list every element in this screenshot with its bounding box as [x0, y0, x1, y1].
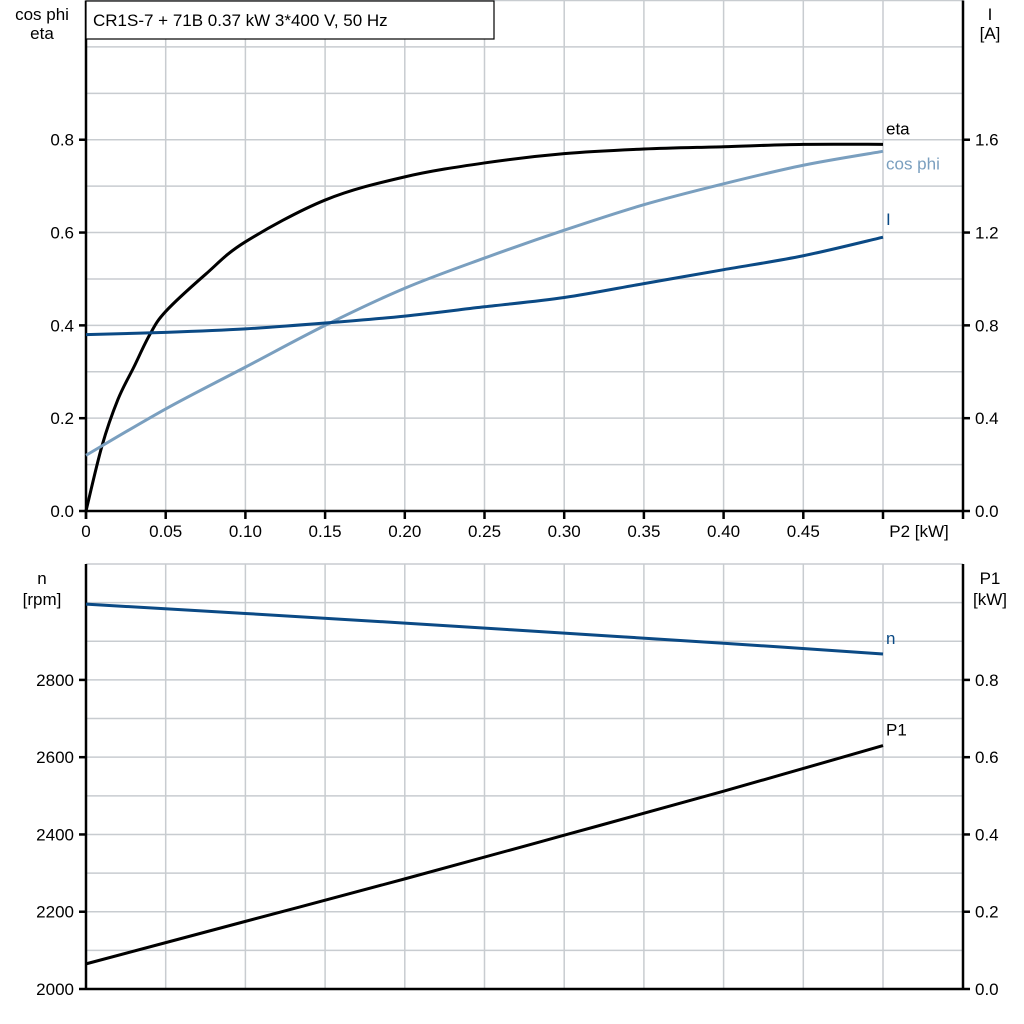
x-tick-label: 0.05	[149, 522, 182, 541]
right-axis-title: I	[988, 5, 993, 24]
right-axis-title: [kW]	[973, 590, 1007, 609]
y-tick-label-left: 0.6	[50, 224, 74, 243]
y-tick-label-right: 1.2	[975, 224, 999, 243]
y-tick-label-right: 1.6	[975, 131, 999, 150]
x-tick-label: 0.15	[309, 522, 342, 541]
left-axis-title: eta	[30, 24, 54, 43]
y-tick-label-right: 0.8	[975, 316, 999, 335]
y-tick-label-left: 2800	[36, 671, 74, 690]
series-line-i	[85, 235, 884, 337]
series-label-eta: eta	[886, 119, 910, 138]
series-label-n: n	[886, 629, 895, 648]
y-tick-label-left: 0.8	[50, 131, 74, 150]
right-axis-title: P1	[980, 569, 1001, 588]
x-axis-title: P2 [kW]	[889, 522, 949, 541]
x-tick-label: 0.10	[229, 522, 262, 541]
left-axis-title: n	[37, 569, 46, 588]
x-tick-label: 0	[81, 522, 90, 541]
y-tick-label-right: 0.6	[975, 748, 999, 767]
series-line-p1	[85, 744, 884, 966]
series-label-p1: P1	[886, 721, 907, 740]
y-tick-label-right: 0.0	[975, 502, 999, 521]
title-box	[85, 0, 495, 40]
left-axis-title: [rpm]	[23, 590, 62, 609]
y-tick-label-left: 2000	[36, 980, 74, 999]
y-tick-label-left: 0.0	[50, 502, 74, 521]
chart-title: CR1S-7 + 71B 0.37 kW 3*400 V, 50 Hz	[93, 11, 388, 30]
series-label-i: I	[886, 210, 891, 229]
y-tick-label-left: 0.4	[50, 316, 74, 335]
y-tick-label-right: 0.8	[975, 671, 999, 690]
y-tick-label-left: 2200	[36, 903, 74, 922]
y-tick-label-right: 0.4	[975, 825, 999, 844]
series-line-eta	[84, 142, 884, 512]
y-tick-label-left: 0.2	[50, 409, 74, 428]
x-tick-label: 0.20	[388, 522, 421, 541]
x-tick-label: 0.30	[548, 522, 581, 541]
y-tick-label-right: 0.4	[975, 409, 999, 428]
series-label-cos-phi: cos phi	[886, 154, 940, 173]
left-axis-title: cos phi	[15, 5, 69, 24]
series-line-n	[85, 602, 884, 656]
y-tick-label-left: 2400	[36, 825, 74, 844]
x-tick-label: 0.25	[468, 522, 501, 541]
series-line-cos-phi	[85, 149, 884, 457]
right-axis-title: [A]	[980, 24, 1001, 43]
y-tick-label-right: 0.2	[975, 903, 999, 922]
x-tick-label: 0.35	[627, 522, 660, 541]
x-tick-label: 0.45	[787, 522, 820, 541]
y-tick-label-right: 0.0	[975, 980, 999, 999]
x-tick-label: 0.40	[707, 522, 740, 541]
y-tick-label-left: 2600	[36, 748, 74, 767]
